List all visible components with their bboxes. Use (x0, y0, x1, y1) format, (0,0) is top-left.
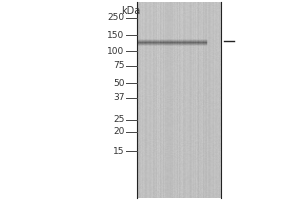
Text: 150: 150 (107, 30, 124, 40)
Text: 75: 75 (113, 62, 124, 71)
Text: kDa: kDa (121, 6, 140, 16)
Text: 37: 37 (113, 94, 124, 102)
Text: 25: 25 (113, 116, 124, 124)
Text: 100: 100 (107, 46, 124, 55)
Text: 20: 20 (113, 128, 124, 136)
Text: 15: 15 (113, 146, 124, 156)
Text: 50: 50 (113, 78, 124, 88)
Text: 250: 250 (107, 14, 124, 22)
